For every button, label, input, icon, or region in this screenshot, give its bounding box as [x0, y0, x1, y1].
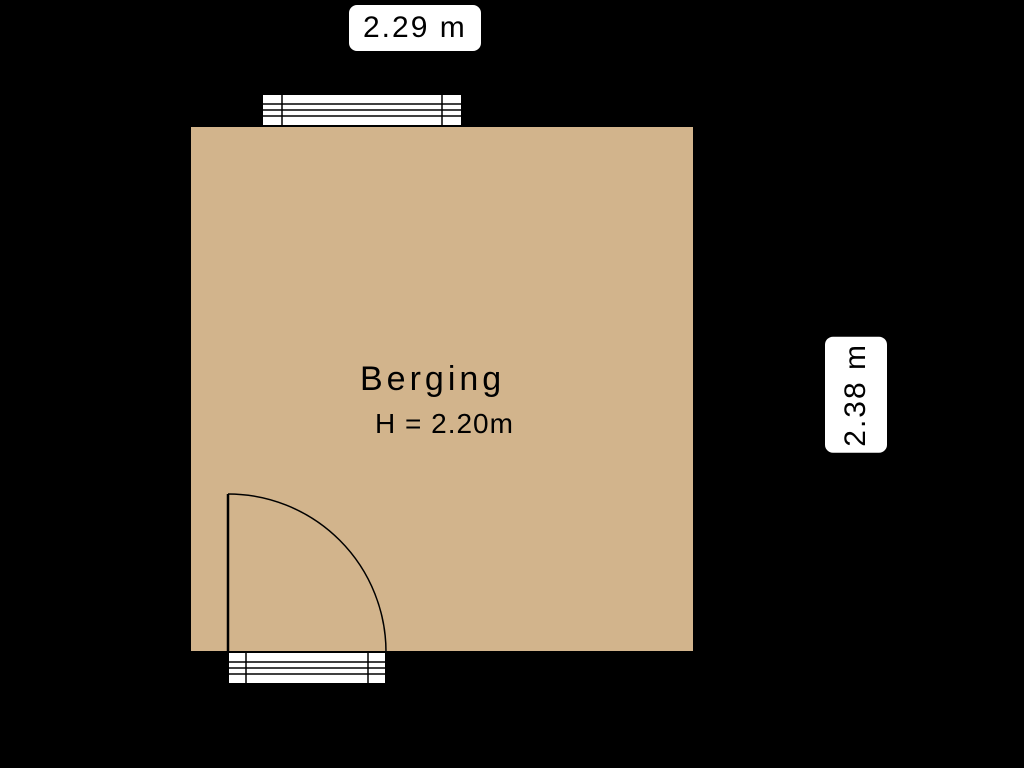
dimension-width-text: 2.29 m: [363, 11, 467, 44]
room-name-label: Berging: [360, 360, 505, 399]
window-top: [262, 94, 462, 126]
door-bottom: [228, 652, 386, 684]
dimension-width-label: 2.29 m: [347, 3, 483, 53]
room-height-label: H = 2.20m: [375, 408, 514, 440]
dimension-height-text: 2.38 m: [839, 343, 872, 447]
dimension-height-label: 2.38 m: [823, 335, 889, 455]
floor-plan-canvas: 2.29 m 2.38 m Berging H = 2.20m: [0, 0, 1024, 768]
